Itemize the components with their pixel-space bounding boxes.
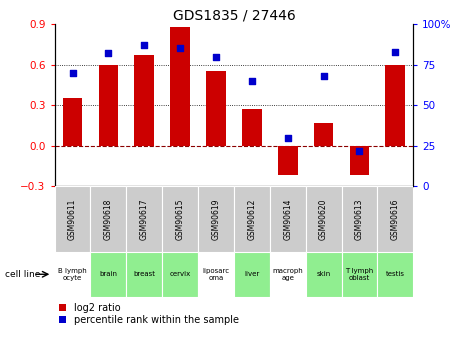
- Point: [320, 73, 327, 79]
- Bar: [306, 186, 342, 252]
- Bar: [55, 186, 91, 252]
- Text: GSM90619: GSM90619: [211, 198, 220, 240]
- Bar: [234, 186, 270, 252]
- Bar: [314, 123, 333, 146]
- Bar: [350, 146, 370, 176]
- Bar: [342, 186, 378, 252]
- Bar: [91, 186, 126, 252]
- Text: GSM90611: GSM90611: [68, 198, 77, 240]
- Bar: [170, 27, 190, 146]
- Text: macroph
age: macroph age: [272, 268, 303, 281]
- Text: GSM90613: GSM90613: [355, 198, 364, 240]
- Text: GSM90614: GSM90614: [283, 198, 292, 240]
- Bar: [63, 98, 83, 146]
- Bar: [162, 186, 198, 252]
- Text: cervix: cervix: [170, 271, 191, 277]
- Bar: [385, 65, 405, 146]
- Text: GSM90616: GSM90616: [391, 198, 400, 240]
- Text: GSM90618: GSM90618: [104, 198, 113, 240]
- Text: skin: skin: [316, 271, 331, 277]
- Text: B lymph
ocyte: B lymph ocyte: [58, 268, 87, 281]
- Text: GSM90620: GSM90620: [319, 198, 328, 240]
- Bar: [378, 186, 413, 252]
- Bar: [278, 146, 298, 176]
- Point: [104, 51, 112, 56]
- Text: liver: liver: [244, 271, 259, 277]
- Bar: [234, 252, 270, 297]
- Bar: [306, 252, 342, 297]
- Text: T lymph
oblast: T lymph oblast: [345, 268, 373, 281]
- Point: [284, 135, 292, 140]
- Point: [69, 70, 76, 76]
- Text: GSM90612: GSM90612: [247, 198, 257, 240]
- Text: breast: breast: [133, 271, 155, 277]
- Bar: [378, 252, 413, 297]
- Bar: [98, 65, 118, 146]
- Point: [391, 49, 399, 55]
- Point: [356, 148, 363, 154]
- Bar: [55, 252, 91, 297]
- Bar: [270, 252, 306, 297]
- Point: [176, 46, 184, 51]
- Point: [248, 78, 256, 83]
- Bar: [206, 71, 226, 146]
- Legend: log2 ratio, percentile rank within the sample: log2 ratio, percentile rank within the s…: [59, 303, 239, 325]
- Bar: [134, 55, 154, 146]
- Text: liposarc
oma: liposarc oma: [202, 268, 229, 281]
- Text: testis: testis: [386, 271, 405, 277]
- Bar: [126, 186, 162, 252]
- Bar: [342, 252, 378, 297]
- Title: GDS1835 / 27446: GDS1835 / 27446: [172, 9, 295, 23]
- Bar: [198, 186, 234, 252]
- Bar: [162, 252, 198, 297]
- Bar: [91, 252, 126, 297]
- Text: cell line: cell line: [5, 270, 40, 279]
- Point: [212, 54, 220, 59]
- Bar: [270, 186, 306, 252]
- Bar: [242, 109, 262, 146]
- Bar: [126, 252, 162, 297]
- Text: GSM90617: GSM90617: [140, 198, 149, 240]
- Bar: [198, 252, 234, 297]
- Point: [141, 42, 148, 48]
- Text: brain: brain: [99, 271, 117, 277]
- Text: GSM90615: GSM90615: [176, 198, 185, 240]
